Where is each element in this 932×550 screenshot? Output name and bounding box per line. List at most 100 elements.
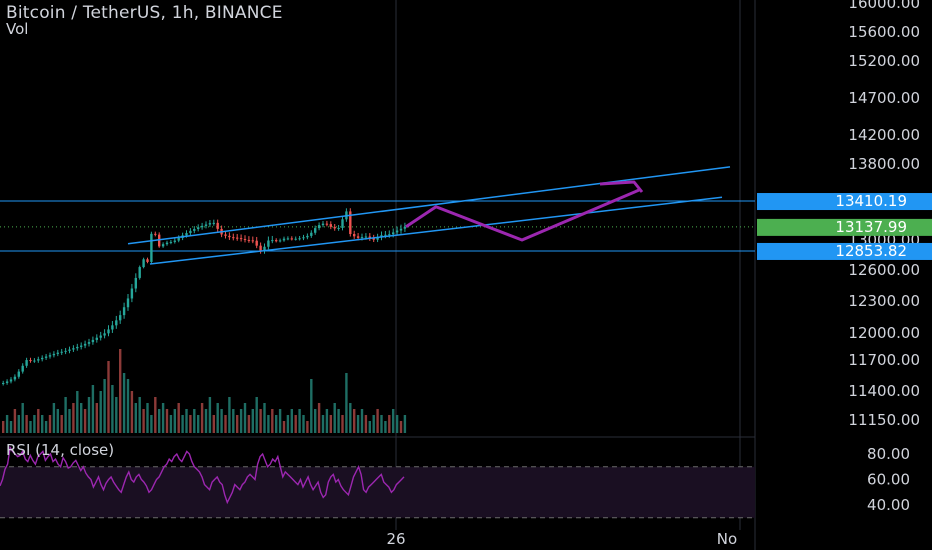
candle-body <box>337 227 340 229</box>
projection-path[interactable] <box>405 180 644 242</box>
volume-bar <box>126 379 130 433</box>
volume-bar <box>364 415 368 433</box>
candle-body <box>275 240 278 242</box>
volume-bar <box>325 409 329 433</box>
candle-body <box>68 349 71 351</box>
volume-bar <box>232 409 235 433</box>
candle-body <box>298 238 301 240</box>
projection-arrowhead <box>599 180 644 193</box>
volume-bar <box>368 421 371 433</box>
candle-body <box>44 356 48 358</box>
candle-body <box>150 233 153 262</box>
candle-body <box>126 298 130 308</box>
horizontal-levels <box>0 200 755 252</box>
price-badge-label: 13410.19 <box>835 192 907 210</box>
price-tick-label: 13800.00 <box>848 155 920 173</box>
volume-bar <box>317 403 321 433</box>
volume-bar <box>13 409 17 433</box>
volume-bar <box>21 403 24 433</box>
candle-body <box>314 228 317 233</box>
volume-bar <box>388 415 391 433</box>
candle-body <box>83 343 87 346</box>
candle-body <box>395 230 399 233</box>
volume-bar <box>37 409 40 433</box>
volume-bar <box>310 379 313 433</box>
candle-body <box>271 240 274 242</box>
chart-title: Bitcoin / TetherUS, 1h, BINANCE <box>6 3 283 23</box>
volume-bar <box>306 421 309 433</box>
candle-body <box>341 219 344 228</box>
price-tick-label: 16000.00 <box>848 0 920 12</box>
candle-body <box>372 238 375 240</box>
candle-body <box>200 225 204 228</box>
candle-body <box>111 325 114 330</box>
volume-bar <box>185 409 188 433</box>
volume-bar <box>48 415 52 433</box>
candle-body <box>302 237 305 239</box>
volume-bar <box>224 415 227 433</box>
candle-body <box>360 236 364 238</box>
price-tick-label: 14200.00 <box>848 126 920 144</box>
volume-bar <box>197 415 200 433</box>
volume-bar <box>115 397 118 433</box>
candle-body <box>41 357 44 360</box>
volume-bar <box>52 403 56 433</box>
time-tick-label: 26 <box>386 530 405 548</box>
volume-bar <box>399 421 403 433</box>
volume-bar <box>395 415 399 433</box>
volume-bar <box>243 403 247 433</box>
time-axis[interactable]: 26 No <box>386 530 737 548</box>
candle-body <box>25 360 28 366</box>
candle-body <box>259 245 262 252</box>
candle-body <box>130 288 134 299</box>
projection-polyline <box>405 188 641 242</box>
volume-bar <box>161 403 165 433</box>
volume-bar <box>267 415 270 433</box>
candle-body <box>356 236 360 238</box>
candle-body <box>165 242 169 245</box>
volume-bar <box>380 415 383 433</box>
volume-bar <box>154 397 157 433</box>
volume-bar <box>80 403 83 433</box>
candle-body <box>255 240 258 246</box>
volume-bar <box>138 397 141 433</box>
volume-bar <box>122 373 126 433</box>
candle-body <box>204 224 208 226</box>
volume-bar <box>356 415 360 433</box>
volume-bar <box>286 415 290 433</box>
volume-bar <box>177 403 180 433</box>
volume-bar <box>247 415 251 433</box>
candle-body <box>134 277 137 289</box>
volume-bar <box>44 421 48 433</box>
price-axis[interactable]: 16000.00 15600.00 15200.00 14700.00 14200.00… <box>757 0 932 514</box>
time-tick-label: No <box>717 530 737 548</box>
candle-body <box>80 345 83 347</box>
candle-body <box>177 237 180 241</box>
candle-body <box>76 346 79 349</box>
candle-body <box>87 342 91 344</box>
price-badge-label: 12853.82 <box>835 242 907 260</box>
trend-channel[interactable] <box>127 166 731 265</box>
candle-body <box>364 236 368 238</box>
volume-bar <box>372 415 375 433</box>
candle-body <box>64 350 67 352</box>
candle-body <box>103 333 106 336</box>
price-badge <box>757 193 932 211</box>
volume-bar <box>282 421 286 433</box>
volume-bar <box>142 409 145 433</box>
volume-bar <box>103 379 106 433</box>
candle-body <box>95 337 98 340</box>
candle-body <box>321 223 325 226</box>
price-badge <box>757 218 932 236</box>
volume-bar <box>173 409 176 433</box>
channel-upper-line <box>127 166 731 245</box>
candle-body <box>325 223 329 225</box>
price-tick-label: 12000.00 <box>848 324 920 342</box>
candle-body <box>5 381 9 383</box>
volume-bar <box>2 421 5 433</box>
candle-body <box>197 227 200 230</box>
volume-bar <box>111 385 114 433</box>
volume-bar <box>329 415 332 433</box>
candle-body <box>236 237 239 239</box>
